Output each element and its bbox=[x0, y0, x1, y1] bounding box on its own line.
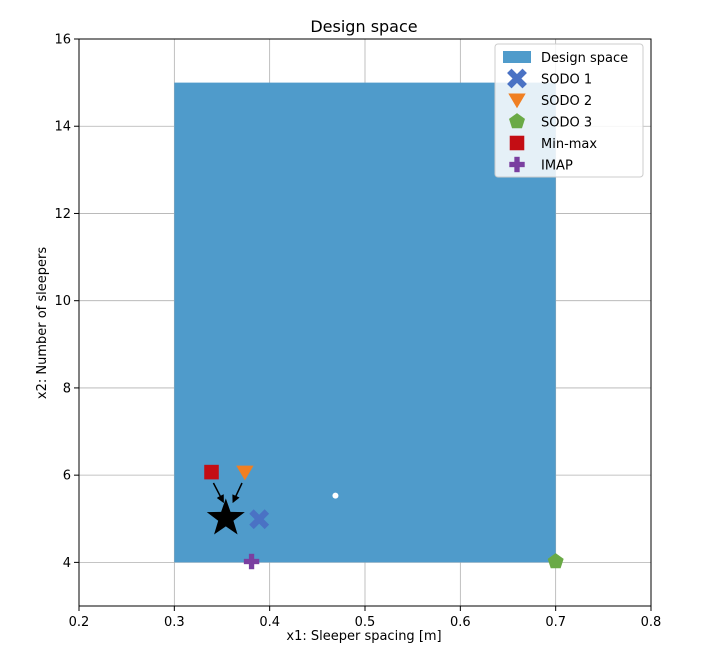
x-tick-label: 0.6 bbox=[450, 615, 471, 630]
legend-label-sodo-1: SODO 1 bbox=[541, 73, 592, 88]
legend: Design space SODO 1 SODO 2 SODO 3 Min-max IMA… bbox=[494, 43, 644, 178]
legend-marker-sodo-2 bbox=[508, 93, 526, 109]
x-axis-ticks: 0.2 0.3 0.4 0.5 0.6 0.7 0.8 bbox=[69, 606, 662, 630]
x-tick-label: 0.4 bbox=[259, 615, 280, 630]
optimum-star-marker bbox=[206, 498, 245, 535]
reference-point-marker bbox=[332, 492, 339, 499]
x-axis-label: x1: Sleeper spacing [m] bbox=[286, 629, 441, 644]
design-space-rect bbox=[174, 82, 556, 563]
y-tick-label: 4 bbox=[63, 556, 71, 571]
legend-label-sodo-3: SODO 3 bbox=[541, 116, 592, 131]
x-tick-label: 0.8 bbox=[641, 615, 662, 630]
chart-title: Design space bbox=[310, 17, 417, 36]
y-tick-label: 14 bbox=[54, 120, 71, 135]
point-imap bbox=[243, 553, 260, 570]
legend-marker-sodo-3 bbox=[509, 113, 525, 129]
annotation-arrow bbox=[212, 482, 224, 504]
point-sodo-3 bbox=[547, 553, 564, 569]
legend-box bbox=[494, 43, 644, 178]
x-tick-label: 0.3 bbox=[164, 615, 185, 630]
legend-label-min-max: Min-max bbox=[541, 137, 597, 152]
point-sodo-1 bbox=[249, 509, 270, 530]
legend-label-design-space: Design space bbox=[541, 51, 628, 66]
y-tick-label: 16 bbox=[54, 33, 71, 48]
legend-marker-sodo-1 bbox=[507, 68, 527, 89]
point-min-max bbox=[204, 464, 219, 480]
y-tick-label: 10 bbox=[54, 294, 71, 309]
y-tick-label: 12 bbox=[54, 207, 71, 222]
annotation-arrow bbox=[232, 482, 243, 504]
legend-label-imap: IMAP bbox=[541, 159, 573, 174]
y-axis-label: x2: Number of sleepers bbox=[35, 247, 50, 399]
y-axis-ticks: 4 6 8 10 12 14 16 bbox=[54, 33, 79, 571]
y-tick-label: 8 bbox=[63, 381, 71, 396]
legend-marker-imap bbox=[509, 156, 525, 173]
data-markers bbox=[204, 464, 564, 570]
legend-swatch-design-space bbox=[503, 51, 531, 63]
x-tick-label: 0.7 bbox=[545, 615, 566, 630]
legend-label-sodo-2: SODO 2 bbox=[541, 94, 592, 109]
legend-marker-min-max bbox=[509, 135, 525, 151]
x-tick-label: 0.2 bbox=[69, 615, 90, 630]
point-sodo-2 bbox=[236, 465, 254, 481]
y-tick-label: 6 bbox=[63, 469, 71, 484]
x-tick-label: 0.5 bbox=[355, 615, 376, 630]
design-space-area bbox=[174, 82, 556, 563]
